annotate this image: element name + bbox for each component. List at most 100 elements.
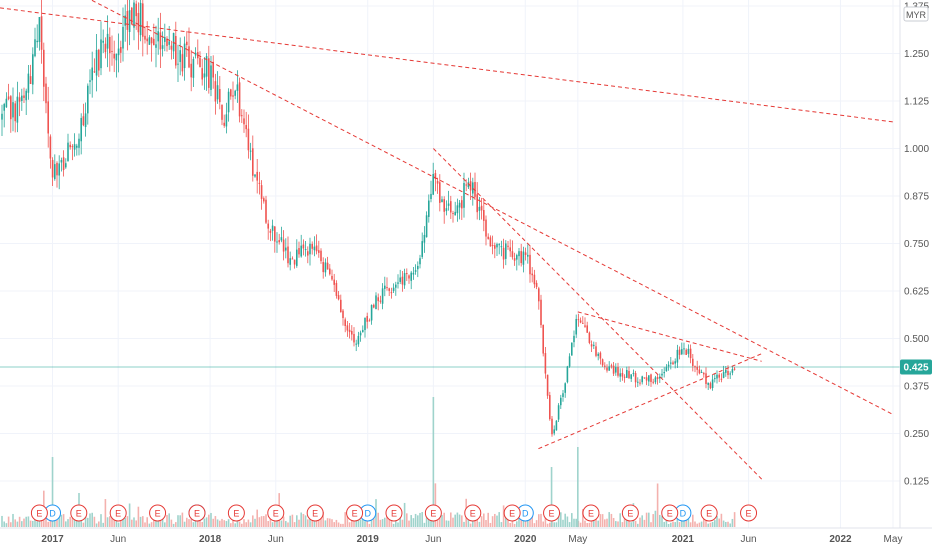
volume-bar <box>291 514 294 527</box>
candle-body <box>524 252 527 255</box>
earnings-marker[interactable]: E <box>543 504 561 522</box>
candle-body <box>122 26 124 49</box>
volume-bar <box>370 517 373 527</box>
candle-body <box>58 163 60 176</box>
candle-body <box>27 73 30 93</box>
volume-bar <box>23 518 25 527</box>
svg-text:D: D <box>680 509 687 519</box>
currency-badge[interactable]: MYR <box>903 6 929 22</box>
trendline[interactable] <box>577 311 762 362</box>
volume-bar <box>203 518 206 527</box>
trendline[interactable] <box>91 0 894 415</box>
volume-bar <box>128 503 131 527</box>
volume-bar <box>597 520 599 527</box>
svg-text:E: E <box>352 509 358 519</box>
time-axis[interactable]: 2017 Jun 2018 Jun 2019 Jun 2020 May 2021 Jun 2022 M… <box>41 534 902 545</box>
volume-bar <box>298 519 300 527</box>
y-tick-label: 0.250 <box>904 429 929 440</box>
candle-body <box>216 85 219 100</box>
earnings-marker[interactable]: E <box>740 504 758 522</box>
volume-bar <box>716 515 718 527</box>
earnings-marker[interactable]: E <box>464 504 482 522</box>
earnings-marker[interactable]: E <box>503 504 521 522</box>
x-tick-label: 2022 <box>829 534 852 545</box>
earnings-marker[interactable]: E <box>385 504 403 522</box>
trendline[interactable] <box>538 353 762 450</box>
earnings-marker[interactable]: E <box>424 504 442 522</box>
candle-body <box>564 383 566 393</box>
candle-body <box>175 36 177 66</box>
earnings-marker[interactable]: E <box>227 504 245 522</box>
volume-bar <box>467 517 470 527</box>
earnings-marker[interactable]: E <box>661 504 679 522</box>
earnings-marker[interactable]: E <box>70 504 88 522</box>
volume-bar <box>104 499 107 527</box>
candle-body <box>661 373 663 376</box>
trendline[interactable] <box>433 148 763 480</box>
candle-body <box>1 113 3 120</box>
candle-body <box>390 292 393 294</box>
volume-bar <box>117 522 120 527</box>
earnings-marker[interactable]: E <box>267 504 285 522</box>
volume-bar <box>260 516 263 527</box>
volume-bar <box>342 523 344 527</box>
candle-body <box>632 372 635 374</box>
volume-bar <box>111 514 113 527</box>
volume-bar <box>458 514 461 527</box>
volume-bar <box>71 517 74 527</box>
candle-body <box>509 247 511 252</box>
candle-body <box>10 96 12 120</box>
candle-body <box>318 250 320 253</box>
volume-bar <box>322 512 324 527</box>
volume-bar <box>579 522 582 527</box>
candle-body <box>692 358 694 366</box>
volume-bar <box>399 514 401 527</box>
volume-bar <box>183 521 186 527</box>
volume-bar <box>205 517 208 527</box>
volume-bar <box>58 516 60 527</box>
candle-body <box>38 17 41 43</box>
earnings-marker[interactable]: E <box>109 504 127 522</box>
volume-bar <box>414 513 417 527</box>
volume-bar <box>615 521 617 527</box>
earnings-marker[interactable]: E <box>621 504 639 522</box>
candle-body <box>709 383 712 389</box>
volume-bar <box>659 514 661 527</box>
candle-body <box>700 371 703 373</box>
earnings-marker[interactable]: E <box>306 504 324 522</box>
trendline[interactable] <box>0 7 894 123</box>
candle-body <box>280 237 283 241</box>
candle-body <box>379 300 382 302</box>
volume-bar <box>124 517 126 527</box>
candle-body <box>599 352 602 359</box>
candle-body <box>100 39 102 69</box>
volume-bar <box>650 522 652 527</box>
earnings-marker[interactable]: E <box>30 504 48 522</box>
earnings-marker[interactable]: E <box>582 504 600 522</box>
volume-spike <box>432 397 435 527</box>
candle-body <box>109 36 111 54</box>
price-axis[interactable]: 1.3751.2501.1251.0000.8750.7500.6250.500… <box>904 2 929 488</box>
earnings-marker[interactable]: E <box>700 504 718 522</box>
volume-bar <box>474 519 476 527</box>
earnings-marker[interactable]: E <box>149 504 167 522</box>
x-tick-label: Jun <box>110 534 126 545</box>
candle-body <box>384 285 386 289</box>
candle-body <box>177 63 179 65</box>
volume-bar <box>445 520 448 527</box>
candle-body <box>287 246 289 264</box>
volume-bar <box>507 516 509 527</box>
candle-body <box>104 43 107 53</box>
volume-bar <box>280 520 283 527</box>
candle-body <box>179 50 181 63</box>
candle-body <box>212 61 214 78</box>
earnings-marker[interactable]: E <box>346 504 364 522</box>
volume-bar <box>542 521 544 527</box>
candle-body <box>516 255 518 260</box>
candle-body <box>676 349 679 363</box>
earnings-marker[interactable]: E <box>188 504 206 522</box>
candle-body <box>315 245 318 252</box>
candle-body <box>711 379 714 389</box>
candle-body <box>694 366 696 368</box>
